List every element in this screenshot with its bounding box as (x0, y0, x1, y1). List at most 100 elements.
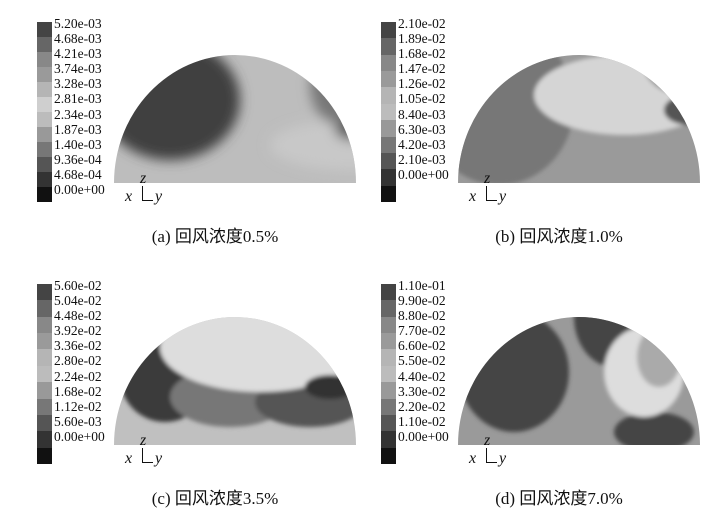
colorbar-tick-label: 9.90e-02 (398, 293, 446, 309)
axis-label-z: z (484, 432, 491, 449)
colorbar-tick-label: 1.68e-02 (398, 46, 446, 62)
colorbar-band (381, 316, 396, 334)
colorbar-band (381, 185, 396, 202)
colorbar-band (37, 172, 52, 187)
colorbar-tick-label: 0.00e+00 (54, 182, 105, 198)
colorbar-tick-label: 3.36e-02 (54, 338, 102, 354)
colorbar-tick-label: 9.36e-04 (54, 151, 102, 167)
colorbar-tick-label: 1.12e-02 (54, 398, 102, 414)
colorbar-band (381, 333, 396, 350)
contour-panel: 5.60e-02 5.04e-02 4.48e-02 3.92e-02 3.36e-02… (0, 262, 357, 519)
colorbar-tick-label: 1.89e-02 (398, 31, 446, 47)
colorbar-band (37, 284, 52, 301)
colorbar-tick-label: 5.04e-02 (54, 293, 102, 309)
colorbar (381, 284, 396, 464)
colorbar-tick-label: 6.30e-03 (398, 121, 446, 137)
colorbar-tick-label: 0.00e+00 (398, 428, 449, 444)
colorbar-band (381, 169, 396, 186)
colorbar-band (381, 284, 396, 301)
colorbar-ticks: 1.10e-01 9.90e-02 8.80e-02 7.70e-02 6.60e-02… (398, 278, 449, 444)
colorbar-band (381, 71, 396, 88)
colorbar-tick-label: 3.74e-03 (54, 61, 102, 77)
colorbar-tick-label: 3.92e-02 (54, 323, 102, 339)
colorbar-tick-label: 7.70e-02 (398, 323, 446, 339)
colorbar-band (381, 414, 396, 432)
colorbar-tick-label: 8.80e-02 (398, 308, 446, 324)
colorbar-tick-label: 8.40e-03 (398, 106, 446, 122)
panel-caption: (c) 回风浓度3.5% (151, 489, 279, 508)
colorbar-band (381, 365, 396, 383)
colorbar-tick-label: 6.60e-02 (398, 338, 446, 354)
colorbar-band (381, 87, 396, 104)
colorbar-band (381, 152, 396, 170)
colorbar-band (381, 120, 396, 137)
colorbar (37, 284, 52, 464)
colorbar-tick-label: 5.20e-03 (54, 16, 102, 31)
contour-region (659, 317, 679, 347)
colorbar-band (37, 300, 52, 317)
contour-panel: 5.20e-03 4.68e-03 4.21e-03 3.74e-03 3.28e-03… (0, 0, 357, 257)
axis-label-x: x (125, 188, 133, 205)
colorbar-band (381, 54, 396, 72)
colorbar-band (37, 97, 52, 112)
axis-label-y: y (499, 188, 507, 205)
colorbar (37, 22, 52, 202)
colorbar-tick-label: 0.00e+00 (398, 166, 449, 182)
contour-panel: 1.10e-01 9.90e-02 8.80e-02 7.70e-02 6.60e-02… (344, 262, 701, 519)
colorbar-band (37, 431, 52, 448)
axis-label-y: y (155, 450, 163, 467)
panel-caption: (b) 回风浓度1.0% (495, 227, 623, 246)
colorbar-band (37, 333, 52, 350)
colorbar-tick-label: 3.28e-03 (54, 76, 102, 92)
contour-region (637, 327, 681, 387)
colorbar-tick-label: 5.50e-02 (398, 353, 446, 369)
colorbar-tick-label: 1.87e-03 (54, 121, 102, 137)
colorbar-band (37, 127, 52, 142)
colorbar-tick-label: 4.40e-02 (398, 368, 446, 384)
colorbar-tick-label: 1.68e-02 (54, 383, 102, 399)
contour-plot (458, 317, 700, 445)
colorbar-band (37, 82, 52, 97)
axis-label-z: z (484, 170, 491, 187)
colorbar-band (37, 187, 52, 202)
contour-region (459, 317, 569, 432)
colorbar-tick-label: 1.10e-02 (398, 413, 446, 429)
colorbar-tick-label: 4.68e-03 (54, 31, 102, 47)
colorbar-band (37, 447, 52, 464)
contour-region (614, 412, 694, 445)
colorbar-band (37, 37, 52, 52)
colorbar-band (381, 103, 396, 121)
axis-label-z: z (140, 170, 147, 187)
colorbar-ticks: 2.10e-02 1.89e-02 1.68e-02 1.47e-02 1.26e-02… (398, 16, 449, 182)
contour-plot (458, 55, 700, 183)
contour-panel: 2.10e-02 1.89e-02 1.68e-02 1.47e-02 1.26e-02… (344, 0, 701, 257)
colorbar-band (37, 316, 52, 334)
colorbar-band (381, 38, 396, 55)
colorbar-tick-label: 2.10e-02 (398, 16, 446, 31)
colorbar-band (37, 112, 52, 127)
colorbar-tick-label: 1.47e-02 (398, 61, 446, 77)
colorbar-band (37, 142, 52, 157)
colorbar-tick-label: 2.81e-03 (54, 91, 102, 107)
colorbar-band (37, 22, 52, 37)
colorbar-tick-label: 2.10e-03 (398, 151, 446, 167)
contour-plot (114, 317, 356, 445)
colorbar-tick-label: 1.26e-02 (398, 76, 446, 92)
colorbar-band (381, 300, 396, 317)
colorbar-band (381, 136, 396, 153)
colorbar-tick-label: 3.30e-02 (398, 383, 446, 399)
colorbar-band (37, 157, 52, 172)
axis-label-y: y (499, 450, 507, 467)
colorbar-band (37, 398, 52, 415)
colorbar-tick-label: 4.68e-04 (54, 166, 102, 182)
colorbar-tick-label: 4.20e-03 (398, 136, 446, 152)
contour-plot (114, 55, 356, 183)
colorbar-tick-label: 2.24e-02 (54, 368, 102, 384)
axis-label-y: y (155, 188, 163, 205)
colorbar-band (381, 22, 396, 39)
colorbar-band (37, 52, 52, 67)
colorbar-tick-label: 2.80e-02 (54, 353, 102, 369)
colorbar-tick-label: 4.48e-02 (54, 308, 102, 324)
axis-label-x: x (469, 450, 477, 467)
colorbar-tick-label: 1.40e-03 (54, 136, 102, 152)
